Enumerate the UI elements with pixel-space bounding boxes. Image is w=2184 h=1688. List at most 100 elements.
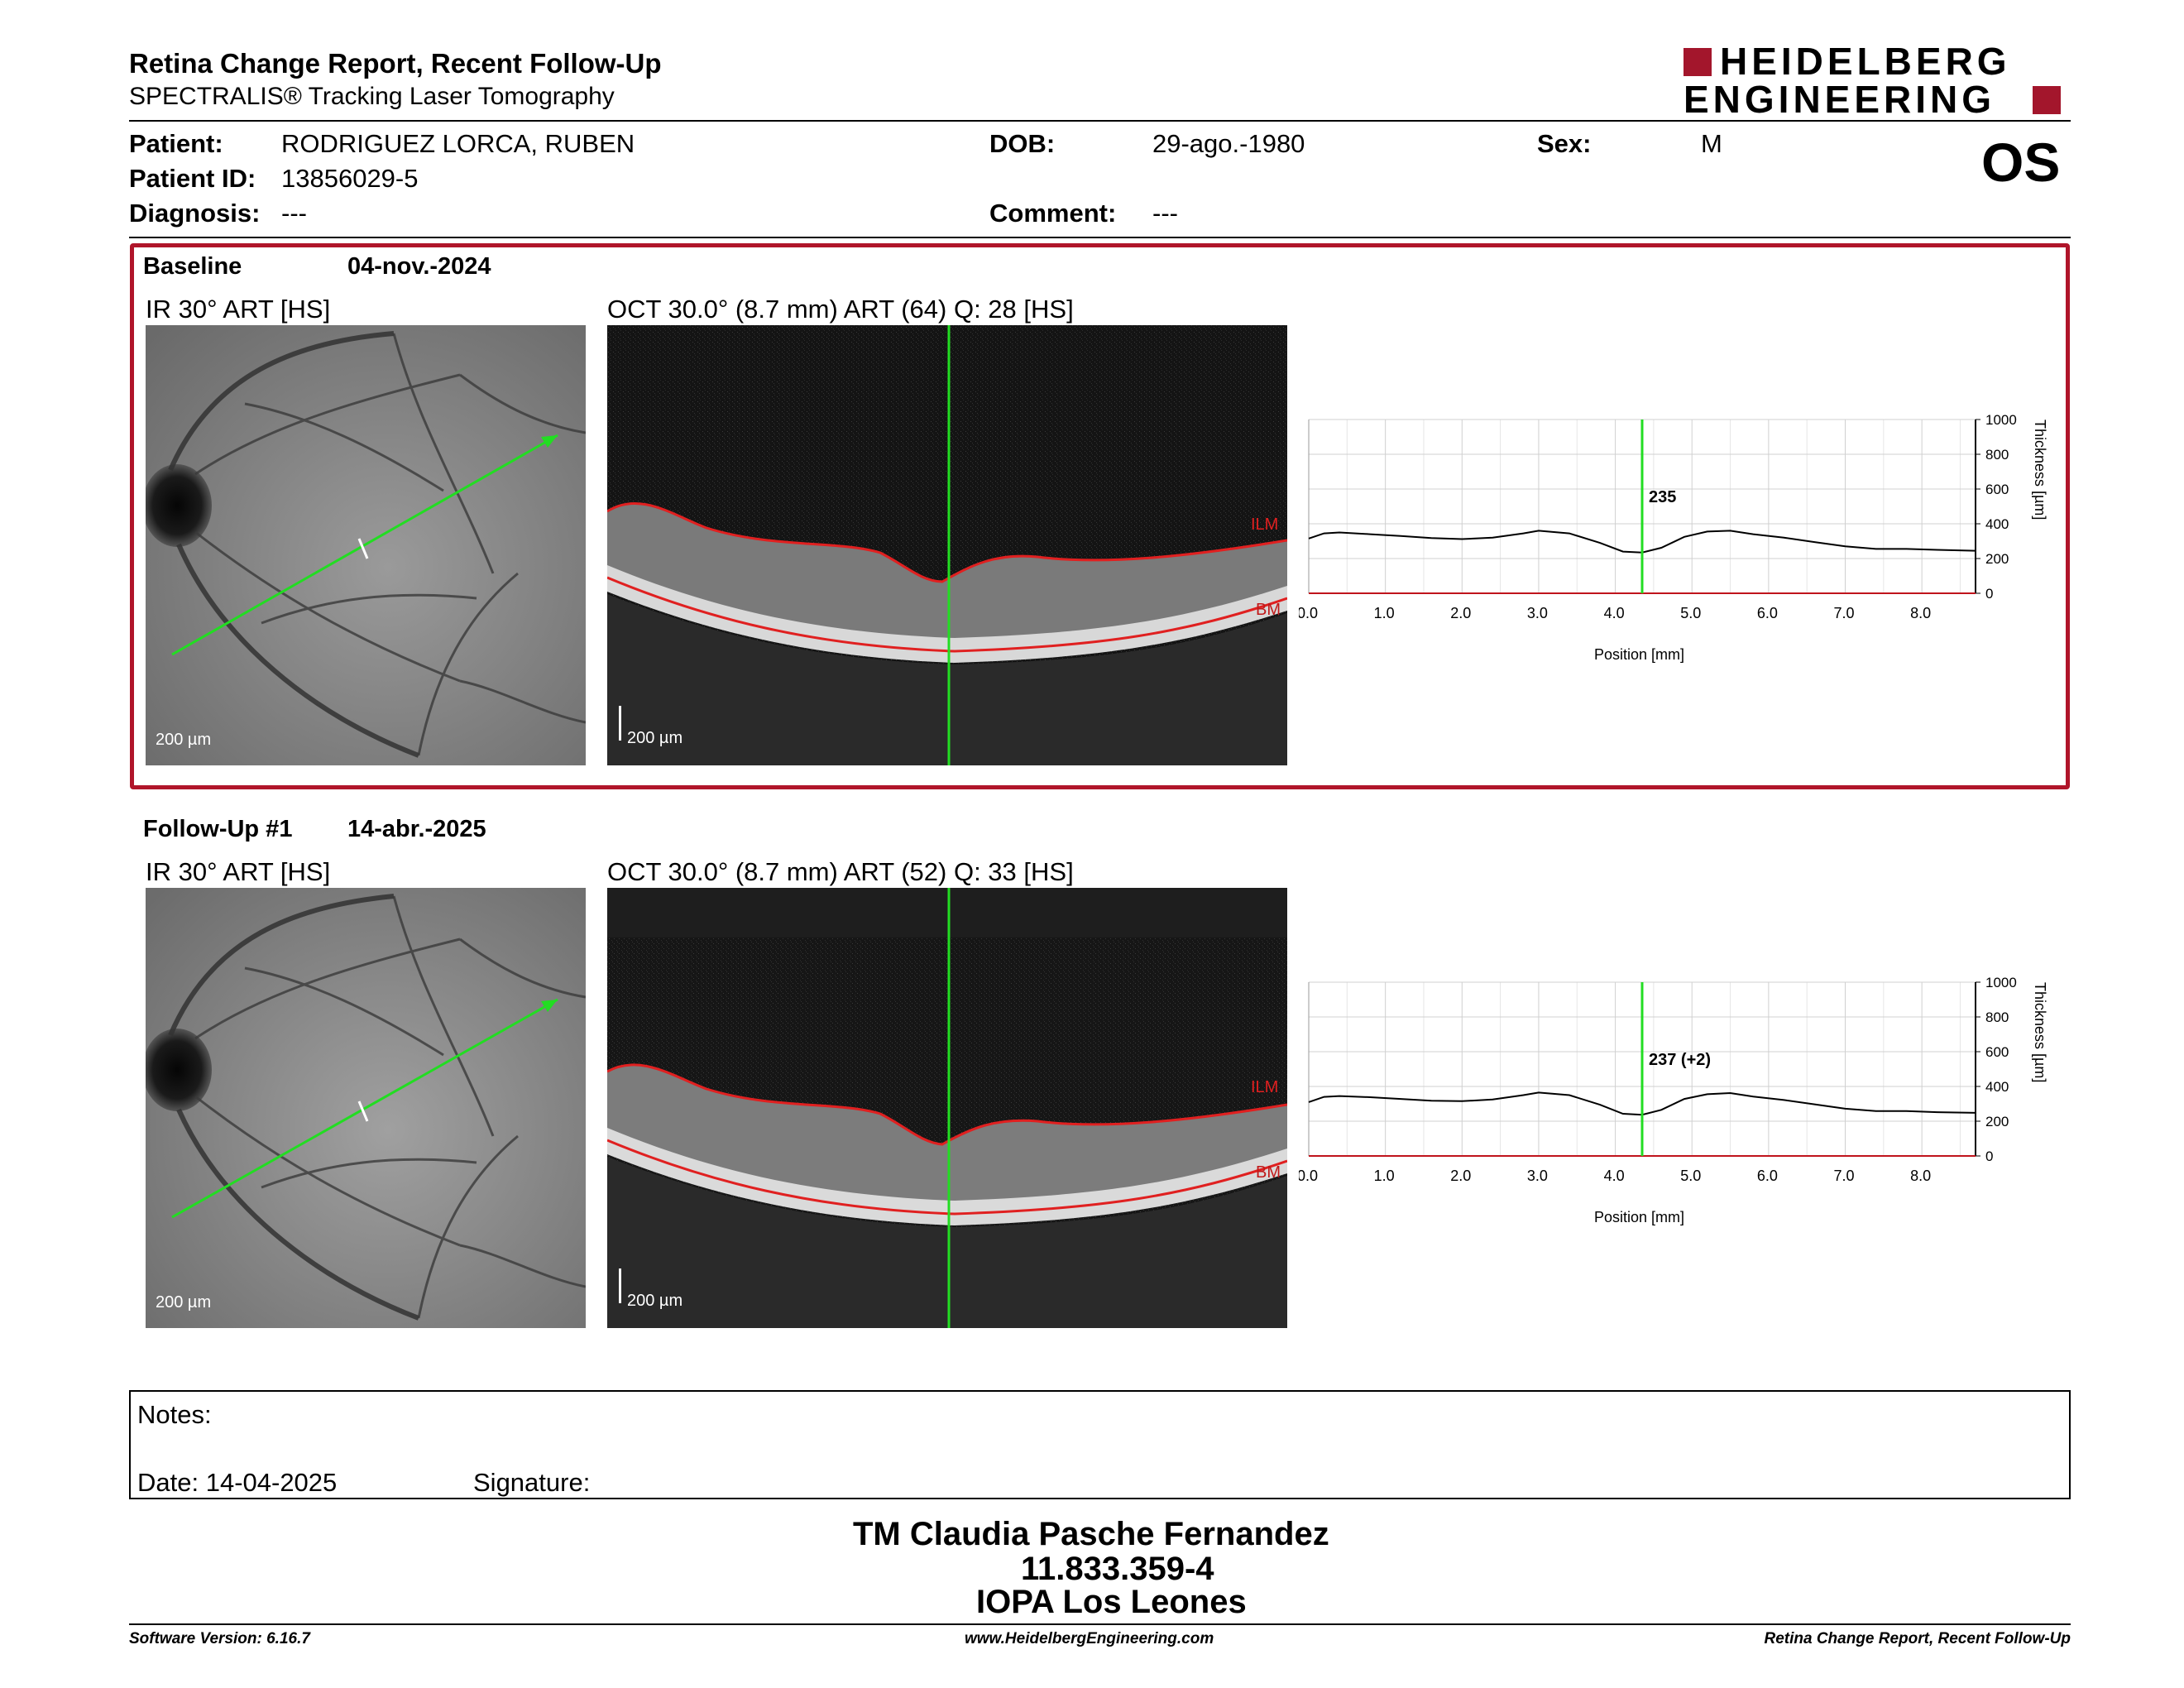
footer-divider [129,1623,2071,1625]
chart-x-tick-label: 0.0 [1299,605,1318,621]
chart-y-tick-label: 0 [1985,586,1993,602]
chart-y-tick-label: 400 [1985,516,2009,532]
chart-x-axis-label: Position [mm] [1594,646,1684,663]
footer-report-name: Retina Change Report, Recent Follow-Up [1764,1630,2071,1647]
chart-y-tick-label: 800 [1985,447,2009,463]
report-title: Retina Change Report, Recent Follow-Up [129,48,662,79]
chart-y-tick-label: 0 [1985,1149,1993,1164]
followup-ilm-label: ILM [1251,1078,1278,1096]
followup-oct-label: OCT 30.0° (8.7 mm) ART (52) Q: 33 [HS] [607,857,1074,886]
followup-fundus-drawing [146,888,586,1328]
chart-y-axis-label: Thickness [µm] [2032,982,2048,1082]
diagnosis-label: Diagnosis: [129,199,261,228]
followup-oct-scalebar: 200 µm [627,1292,683,1310]
followup-oct-scale-tick [619,1268,621,1303]
sex-label: Sex: [1537,129,1592,158]
chart-x-tick-label: 2.0 [1450,605,1471,621]
footer-software-version: Software Version: 6.16.7 [129,1630,310,1647]
baseline-ir-image: 200 µm [146,325,586,765]
chart-x-tick-label: 1.0 [1374,605,1395,621]
chart-y-tick-label: 600 [1985,1044,2009,1060]
logo-square-bottom [2033,86,2061,114]
followup-label: Follow-Up #1 [143,816,293,842]
signatory-institution: IOPA Los Leones [976,1584,1247,1620]
baseline-oct-label: OCT 30.0° (8.7 mm) ART (64) Q: 28 [HS] [607,295,1074,324]
chart-x-tick-label: 2.0 [1450,1168,1471,1184]
baseline-oct-scale-tick [619,706,621,741]
followup-ir-image: 200 µm [146,888,586,1328]
chart-x-axis-label: Position [mm] [1594,1209,1684,1225]
chart-x-tick-label: 8.0 [1910,605,1931,621]
baseline-oct-image: ILM BM 200 µm [607,325,1287,765]
chart-x-tick-label: 8.0 [1910,1168,1931,1184]
chart-y-tick-label: 1000 [1985,412,2017,428]
dob-label: DOB: [989,129,1056,158]
followup-thickness-chart: 0 200 400 600 800 1000 0.0 1.0 2.0 3.0 4.0 5.0 6.0 7.… [1299,975,2048,1225]
followup-ilm-line [607,1063,1287,1146]
baseline-oct-scalebar: 200 µm [627,729,683,747]
chart-x-tick-label: 5.0 [1680,1168,1701,1184]
eye-indicator: OS [1981,132,2061,193]
chart-y-tick-label: 200 [1985,551,2009,567]
followup-bm-line [607,1139,1287,1216]
comment-label: Comment: [989,199,1117,228]
chart-x-tick-label: 4.0 [1604,1168,1625,1184]
chart-y-tick-label: 200 [1985,1114,2009,1129]
baseline-ilm-line [607,501,1287,583]
baseline-thickness-chart: 0 200 400 600 800 1000 0.0 1.0 2.0 3.0 4.0 5.0 6.0 7.… [1299,412,2048,663]
followup-ir-label: IR 30° ART [HS] [146,857,331,886]
chart-x-tick-label: 3.0 [1527,1168,1548,1184]
chart-x-tick-label: 5.0 [1680,605,1701,621]
chart-y-axis-label: Thickness [µm] [2032,420,2048,520]
chart-x-tick-label: 6.0 [1757,605,1778,621]
followup-date: 14-abr.-2025 [347,816,486,842]
logo-line1: HEIDELBERG [1720,40,2011,83]
footer-website[interactable]: www.HeidelbergEngineering.com [965,1630,1214,1647]
chart-y-tick-label: 600 [1985,482,2009,497]
chart-y-tick-label: 800 [1985,1009,2009,1025]
notes-label: Notes: [137,1400,212,1429]
chart-x-tick-label: 0.0 [1299,1168,1318,1184]
baseline-label: Baseline [143,253,242,280]
patient-label: Patient: [129,129,223,158]
followup-ir-scalebar: 200 µm [156,1293,212,1312]
notes-date: Date: 14-04-2025 [137,1468,338,1497]
chart-x-tick-label: 7.0 [1834,605,1855,621]
baseline-bm-line [607,576,1287,653]
logo-square-top [1684,48,1712,76]
chart-x-tick-label: 4.0 [1604,605,1625,621]
dob-value: 29-ago.-1980 [1152,129,1305,158]
report-subtitle: SPECTRALIS® Tracking Laser Tomography [129,83,615,110]
signature-label: Signature: [473,1468,591,1497]
followup-bm-label: BM [1256,1163,1281,1182]
baseline-ir-label: IR 30° ART [HS] [146,295,331,324]
patient-name: RODRIGUEZ LORCA, RUBEN [281,129,635,158]
chart-marker-label: 237 (+2) [1649,1051,1711,1069]
company-logo: HEIDELBERG ENGINEERING [1684,40,2064,121]
baseline-bm-label: BM [1256,601,1281,619]
baseline-oct-drawing: ILM BM [607,325,1287,765]
followup-ir-scan-line [171,998,558,1219]
comment-value: --- [1152,199,1178,228]
chart-x-tick-label: 6.0 [1757,1168,1778,1184]
logo-line2: ENGINEERING [1684,78,1996,121]
chart-marker-label: 235 [1649,488,1676,506]
notes-box: Notes: Date: 14-04-2025 Signature: [129,1390,2071,1499]
baseline-ilm-label: ILM [1251,516,1278,534]
chart-y-tick-label: 1000 [1985,975,2017,990]
diagnosis-value: --- [281,199,307,228]
baseline-date: 04-nov.-2024 [347,253,491,280]
chart-x-tick-label: 3.0 [1527,605,1548,621]
signatory-rut: 11.833.359-4 [1021,1551,1214,1587]
chart-thickness-series [1308,530,1976,554]
baseline-fundus-drawing [146,325,586,765]
chart-x-tick-label: 1.0 [1374,1168,1395,1184]
chart-thickness-series [1308,1091,1976,1116]
baseline-ir-scan-line [171,434,558,656]
followup-oct-image: ILM BM 200 µm [607,888,1287,1328]
patient-id-label: Patient ID: [129,164,256,193]
baseline-frame [130,243,2070,789]
patient-divider [129,237,2071,238]
baseline-ir-scalebar: 200 µm [156,731,212,749]
header-divider [129,120,2071,122]
